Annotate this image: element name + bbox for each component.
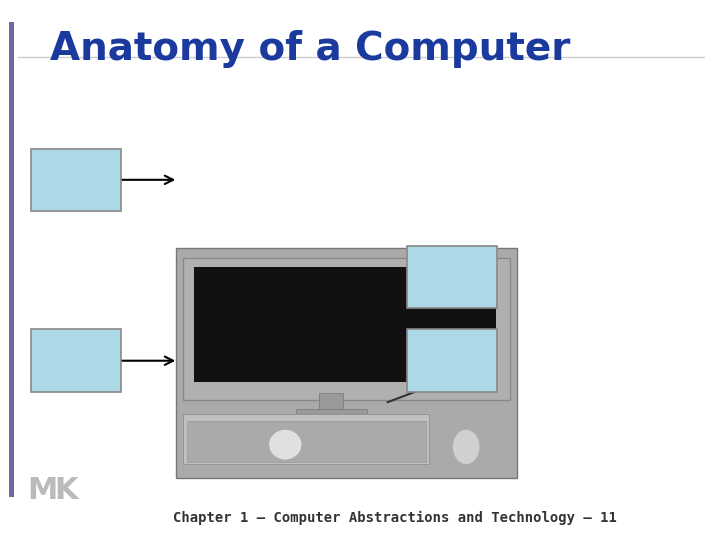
FancyBboxPatch shape xyxy=(408,246,498,308)
Bar xyxy=(186,421,426,462)
Bar xyxy=(176,248,518,478)
Text: Chapter 1 — Computer Abstractions and Technology — 11: Chapter 1 — Computer Abstractions and Te… xyxy=(174,511,617,525)
Text: Input
device: Input device xyxy=(425,345,480,377)
Bar xyxy=(320,393,343,414)
Text: Input
device: Input device xyxy=(48,345,103,377)
FancyBboxPatch shape xyxy=(31,148,121,211)
Bar xyxy=(295,409,367,421)
Ellipse shape xyxy=(269,430,302,460)
Bar xyxy=(194,267,496,381)
Bar xyxy=(183,258,510,400)
FancyBboxPatch shape xyxy=(31,329,121,392)
Text: Output
device: Output device xyxy=(48,163,103,195)
Text: K: K xyxy=(54,476,78,505)
Text: M: M xyxy=(27,476,58,505)
Bar xyxy=(183,414,429,464)
FancyBboxPatch shape xyxy=(408,329,498,392)
Text: Network
cable: Network cable xyxy=(420,261,485,293)
FancyBboxPatch shape xyxy=(9,22,14,497)
Text: Anatomy of a Computer: Anatomy of a Computer xyxy=(50,30,571,68)
Ellipse shape xyxy=(452,429,480,464)
